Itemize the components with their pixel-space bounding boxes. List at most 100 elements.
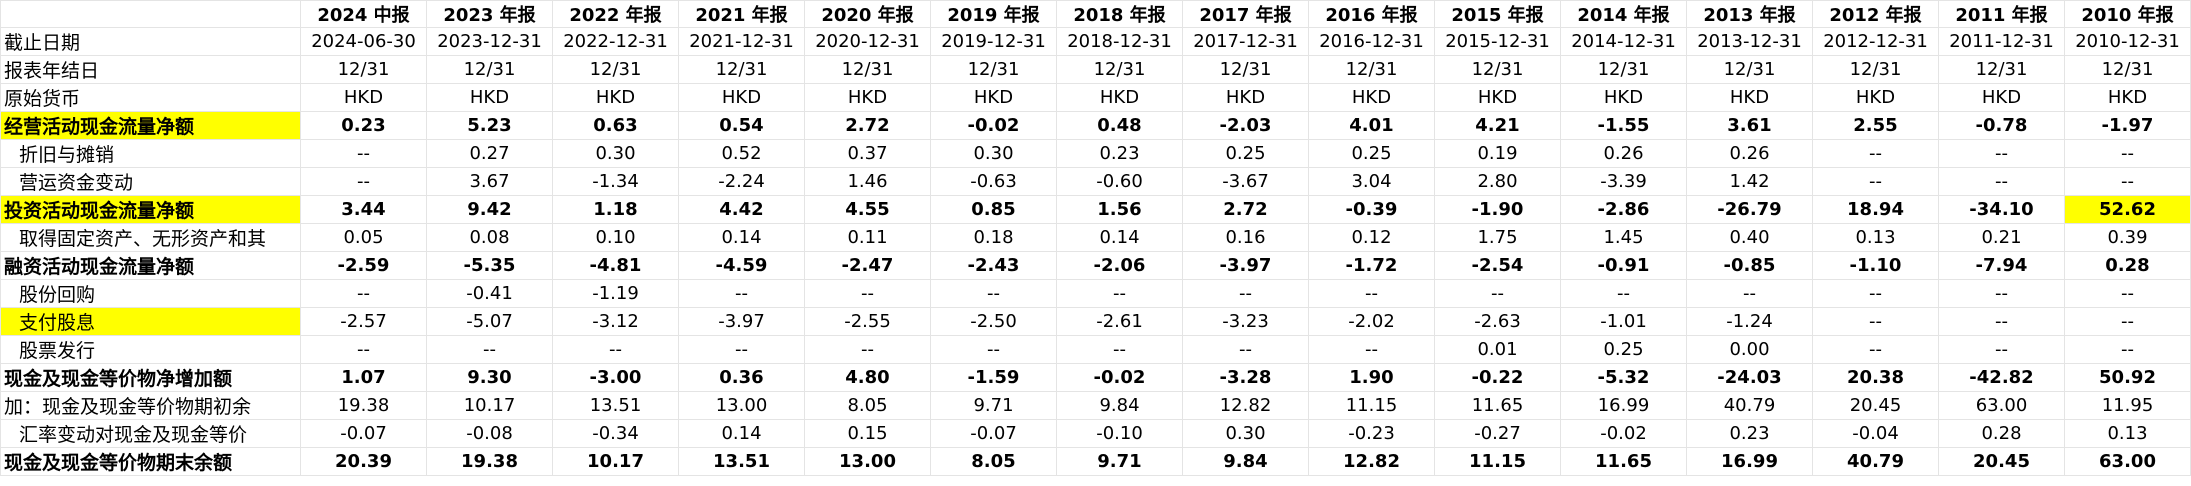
table-cell[interactable]: -- <box>804 279 931 308</box>
table-cell[interactable]: -- <box>678 279 805 308</box>
table-cell[interactable]: 63.00 <box>1938 391 2065 420</box>
table-cell[interactable]: -2.57 <box>300 307 427 336</box>
table-cell[interactable]: 40.79 <box>1686 391 1813 420</box>
table-cell[interactable]: -3.00 <box>552 363 679 392</box>
table-cell[interactable]: 9.42 <box>426 195 553 224</box>
table-cell[interactable]: HKD <box>552 83 679 112</box>
table-cell[interactable]: -2.54 <box>1434 251 1561 280</box>
year-header[interactable]: 2020 年报 <box>804 0 931 28</box>
table-cell[interactable]: 2.55 <box>1812 111 1939 140</box>
table-cell[interactable]: -1.01 <box>1560 307 1687 336</box>
table-cell[interactable]: 12/31 <box>1812 55 1939 84</box>
table-cell[interactable]: -- <box>930 335 1057 364</box>
table-cell[interactable]: -2.55 <box>804 307 931 336</box>
table-cell[interactable]: 2.72 <box>804 111 931 140</box>
table-cell[interactable]: 12/31 <box>1056 55 1183 84</box>
table-cell[interactable]: HKD <box>1686 83 1813 112</box>
table-cell[interactable]: -0.23 <box>1308 419 1435 448</box>
table-cell[interactable]: 1.42 <box>1686 167 1813 196</box>
table-cell[interactable]: -0.02 <box>1560 419 1687 448</box>
table-cell[interactable]: 16.99 <box>1560 391 1687 420</box>
year-header[interactable]: 2023 年报 <box>426 0 553 28</box>
table-cell[interactable]: 10.17 <box>426 391 553 420</box>
year-header[interactable]: 2012 年报 <box>1812 0 1939 28</box>
row-label[interactable]: 加：现金及现金等价物期初余 <box>0 391 301 420</box>
table-cell[interactable]: -- <box>1812 279 1939 308</box>
table-cell[interactable]: -3.97 <box>678 307 805 336</box>
table-cell[interactable]: 0.30 <box>1182 419 1309 448</box>
table-cell[interactable]: -2.02 <box>1308 307 1435 336</box>
row-label[interactable]: 折旧与摊销 <box>0 139 301 168</box>
table-cell[interactable]: 0.27 <box>426 139 553 168</box>
table-cell[interactable]: -- <box>2064 335 2191 364</box>
table-cell[interactable]: -- <box>1308 335 1435 364</box>
table-cell[interactable]: -- <box>1938 167 2065 196</box>
table-cell[interactable]: 50.92 <box>2064 363 2191 392</box>
table-cell[interactable]: 20.39 <box>300 447 427 476</box>
table-cell[interactable]: -0.41 <box>426 279 553 308</box>
table-cell[interactable]: 10.17 <box>552 447 679 476</box>
table-cell[interactable]: 12.82 <box>1308 447 1435 476</box>
table-cell[interactable]: 4.21 <box>1434 111 1561 140</box>
row-label[interactable]: 报表年结日 <box>0 55 301 84</box>
table-cell[interactable]: -0.78 <box>1938 111 2065 140</box>
row-label[interactable]: 营运资金变动 <box>0 167 301 196</box>
table-cell[interactable]: 4.80 <box>804 363 931 392</box>
table-cell[interactable]: 0.85 <box>930 195 1057 224</box>
table-cell[interactable]: 3.44 <box>300 195 427 224</box>
table-cell[interactable]: HKD <box>1434 83 1561 112</box>
table-cell[interactable]: 20.38 <box>1812 363 1939 392</box>
table-cell[interactable]: 13.00 <box>804 447 931 476</box>
table-cell[interactable]: 0.11 <box>804 223 931 252</box>
table-cell[interactable]: -- <box>300 139 427 168</box>
table-cell[interactable]: 0.15 <box>804 419 931 448</box>
table-cell[interactable]: HKD <box>1560 83 1687 112</box>
table-cell[interactable]: -2.06 <box>1056 251 1183 280</box>
table-cell[interactable]: -1.97 <box>2064 111 2191 140</box>
table-cell[interactable]: 2014-12-31 <box>1560 27 1687 56</box>
table-cell[interactable]: 0.39 <box>2064 223 2191 252</box>
table-cell[interactable]: 8.05 <box>804 391 931 420</box>
row-label[interactable]: 汇率变动对现金及现金等价 <box>0 419 301 448</box>
table-cell[interactable]: 0.26 <box>1560 139 1687 168</box>
table-cell[interactable]: -1.90 <box>1434 195 1561 224</box>
table-cell[interactable]: 0.26 <box>1686 139 1813 168</box>
table-cell[interactable]: 9.84 <box>1182 447 1309 476</box>
row-label[interactable]: 现金及现金等价物净增加额 <box>0 363 301 392</box>
table-cell[interactable]: -- <box>2064 279 2191 308</box>
table-cell[interactable]: 0.13 <box>1812 223 1939 252</box>
table-cell[interactable]: -3.39 <box>1560 167 1687 196</box>
table-cell[interactable]: 0.08 <box>426 223 553 252</box>
table-cell[interactable]: 0.12 <box>1308 223 1435 252</box>
table-cell[interactable]: 12/31 <box>1308 55 1435 84</box>
table-cell[interactable]: -2.61 <box>1056 307 1183 336</box>
table-cell[interactable]: -0.02 <box>1056 363 1183 392</box>
row-label[interactable]: 截止日期 <box>0 27 301 56</box>
table-cell[interactable]: 4.42 <box>678 195 805 224</box>
table-cell[interactable]: 0.14 <box>678 223 805 252</box>
table-cell[interactable]: 2010-12-31 <box>2064 27 2191 56</box>
table-cell[interactable]: 2016-12-31 <box>1308 27 1435 56</box>
table-cell[interactable]: -2.63 <box>1434 307 1561 336</box>
table-cell[interactable]: 12/31 <box>1938 55 2065 84</box>
table-cell[interactable]: 2.80 <box>1434 167 1561 196</box>
table-cell[interactable]: 0.48 <box>1056 111 1183 140</box>
table-cell[interactable]: -0.85 <box>1686 251 1813 280</box>
year-header[interactable]: 2016 年报 <box>1308 0 1435 28</box>
table-cell[interactable]: -5.32 <box>1560 363 1687 392</box>
table-cell[interactable]: 11.95 <box>2064 391 2191 420</box>
table-cell[interactable]: -4.81 <box>552 251 679 280</box>
year-header[interactable]: 2018 年报 <box>1056 0 1183 28</box>
table-cell[interactable]: -1.24 <box>1686 307 1813 336</box>
table-cell[interactable]: -0.07 <box>300 419 427 448</box>
table-cell[interactable]: -42.82 <box>1938 363 2065 392</box>
table-cell[interactable]: -- <box>2064 167 2191 196</box>
table-cell[interactable]: HKD <box>930 83 1057 112</box>
table-cell[interactable]: 0.36 <box>678 363 805 392</box>
table-cell[interactable]: HKD <box>1308 83 1435 112</box>
table-cell[interactable]: 3.04 <box>1308 167 1435 196</box>
table-cell[interactable]: -0.60 <box>1056 167 1183 196</box>
table-cell[interactable]: -- <box>426 335 553 364</box>
row-label[interactable]: 投资活动现金流量净额 <box>0 195 301 224</box>
table-cell[interactable]: 2021-12-31 <box>678 27 805 56</box>
